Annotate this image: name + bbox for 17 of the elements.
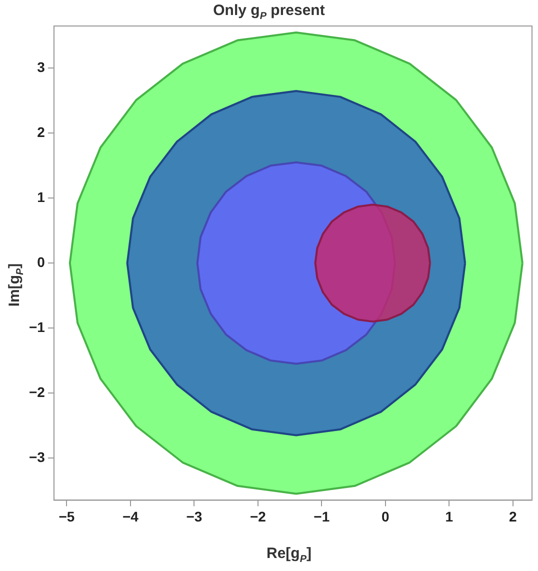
- x-tick-label: 2: [508, 508, 517, 524]
- x-tick-label: −3: [186, 508, 202, 524]
- x-tick-label: 1: [445, 508, 454, 524]
- x-tick-label: −4: [122, 508, 139, 524]
- y-tick-label: −1: [28, 318, 46, 335]
- y-tick-label: 0: [37, 254, 46, 270]
- chart-title: Only g$_{P}$ present: [212, 2, 326, 22]
- x-tick-label: −1: [314, 508, 330, 524]
- y-tick-label: 2: [37, 124, 46, 140]
- x-axis-title: Re[g$_{P}$]: [265, 545, 312, 565]
- y-tick-label: 1: [37, 189, 46, 205]
- x-tick-label: −5: [58, 508, 75, 524]
- x-tick-label: −2: [250, 508, 266, 524]
- y-tick-label: −2: [28, 384, 46, 400]
- y-tick-label: 3: [37, 59, 46, 76]
- y-tick-label: −3: [28, 448, 46, 465]
- x-tick-label: 0: [382, 508, 390, 524]
